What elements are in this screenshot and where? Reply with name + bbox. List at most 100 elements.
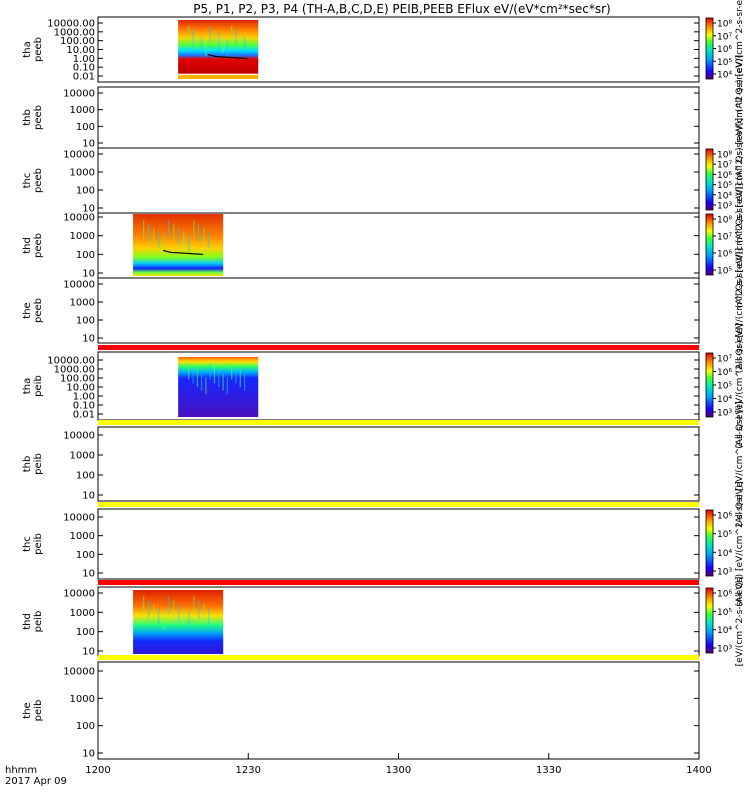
- spectrogram-streak: [178, 227, 180, 245]
- y-tick-label: 0.01: [73, 72, 95, 83]
- product-label: peib: [33, 453, 44, 475]
- y-tick-label: 1000: [70, 531, 95, 542]
- spectrogram-streak: [158, 231, 160, 249]
- y-tick-label: 10: [82, 749, 95, 760]
- y-tick-label: 10: [82, 269, 95, 280]
- y-tick-label: 10000.00: [47, 19, 95, 30]
- panel-label-3: thc peeb: [22, 168, 44, 193]
- spectrogram-streak: [143, 220, 145, 238]
- colorbar-tick-label: 10³: [717, 645, 732, 655]
- probe-label: the: [22, 302, 33, 318]
- y-tick-label: 10000: [63, 213, 95, 224]
- y-tick-label: 100.00: [60, 374, 95, 385]
- y-tick-label: 10000.00: [47, 356, 95, 367]
- y-tick-label: 10000: [63, 89, 95, 100]
- spectrogram-streak: [201, 36, 203, 54]
- probe-label: the: [22, 702, 33, 718]
- y-tick-label: 10: [82, 204, 95, 215]
- colorbar-label-7: (All Qs) [eV/(cm^2-s-sr-eV)]: [735, 401, 745, 526]
- y-tick-label: 1000: [70, 231, 95, 242]
- y-tick-label: 10000: [63, 280, 95, 291]
- product-label: peib: [33, 700, 44, 722]
- colorbar-tick-label: 10⁴: [717, 626, 732, 636]
- y-tick-label: 10000: [63, 513, 95, 524]
- figure-title: P5, P1, P2, P3, P4 (TH-A,B,C,D,E) PEIB,P…: [193, 2, 610, 16]
- colorbar-tick-label: 10⁵: [717, 608, 732, 618]
- spectrogram-streak: [203, 227, 205, 245]
- y-tick-label: 1000.00: [54, 365, 95, 376]
- strip-above-panel-8: [98, 502, 699, 507]
- spectrogram-streak: [231, 25, 233, 43]
- spectrogram-streak: [235, 366, 237, 384]
- spectrogram-streak: [235, 29, 237, 46]
- panel-frame-10: [97, 661, 700, 760]
- panel-label-1: tha peeb: [22, 37, 44, 62]
- spectrogram-streak: [205, 377, 207, 395]
- panel-label-2: thb peeb: [22, 105, 44, 130]
- product-label: peeb: [33, 233, 44, 258]
- y-tick-label: 0.10: [73, 63, 95, 74]
- spectrogram-streak: [213, 366, 216, 384]
- x-axis-label: hhmm: [5, 765, 37, 776]
- probe-label: thd: [22, 613, 33, 630]
- colorbar-label-2: (All Qs) [eV/(cm^2-s-sr-eV)]: [735, 55, 745, 180]
- product-label: peib: [33, 611, 44, 633]
- spectrogram-streak: [203, 604, 205, 622]
- spectrogram-streak: [148, 223, 150, 242]
- spectrogram-streak: [205, 40, 207, 57]
- y-tick-label: 100: [76, 721, 95, 732]
- y-tick-label: 1000: [70, 694, 95, 705]
- colorbar-tick-label: 10⁶: [717, 590, 732, 600]
- colorbar-label-text: (All Qs) [eV/(cm^2-s-sr-eV)]: [735, 481, 745, 606]
- spectrogram-streak: [163, 235, 165, 253]
- spectrogram-streak: [243, 373, 246, 391]
- probe-label: tha: [22, 378, 33, 394]
- colorbar-tick-label: 10⁸: [717, 216, 732, 226]
- probe-label: tha: [22, 41, 33, 57]
- spectrogram-streak: [188, 363, 190, 380]
- colorbar-tick-label: 10⁵: [717, 382, 732, 392]
- spectrogram-streak: [183, 231, 185, 249]
- spectrogram-streak: [198, 223, 200, 242]
- spectrogram-streak: [153, 604, 155, 622]
- spectrogram-streak: [213, 29, 216, 46]
- probe-label: thc: [22, 536, 33, 552]
- colorbar-tick-label: 10⁵: [717, 530, 732, 540]
- y-tick-label: 1000: [70, 105, 95, 116]
- spectrogram-streak: [239, 32, 241, 50]
- panel-frame-5: [97, 277, 700, 344]
- colorbar-label-1: (All Qs) [eV/(cm^2-s-sr-eV)]: [735, 0, 745, 112]
- spectrogram-streak: [226, 377, 228, 395]
- colorbar-tick-label: 10⁴: [717, 71, 732, 81]
- y-tick-label: 100: [76, 550, 95, 561]
- spectrogram-streak: [192, 366, 194, 384]
- spectrogram-streak: [193, 220, 195, 238]
- colorbar-tick-label: 10³: [717, 202, 732, 212]
- spectrogram-streak: [209, 25, 211, 43]
- y-tick-label: 10: [82, 334, 95, 345]
- x-axis-date: 2017 Apr 09: [5, 776, 67, 787]
- probe-label: thc: [22, 173, 33, 189]
- probe-label: thb: [22, 109, 33, 126]
- spectrogram-streak: [198, 600, 200, 619]
- x-tick-label: 1200: [85, 765, 110, 776]
- y-tick-label: 10: [82, 569, 95, 580]
- spectrogram-trace: [207, 53, 249, 60]
- y-tick-label: 1000: [70, 608, 95, 619]
- x-tick-label: 1400: [686, 765, 711, 776]
- spectrogram-streak: [188, 611, 190, 630]
- panel-label-8: thc peib: [22, 533, 44, 555]
- colorbar-label-5: (All Qs) [eV/(cm^2-s-sr-eV)]: [735, 248, 745, 373]
- product-label: peib: [33, 375, 44, 397]
- spectrogram-streak: [188, 25, 190, 43]
- spectrogram-streak: [196, 32, 198, 50]
- panel-label-5: the peeb: [22, 298, 44, 323]
- spectrogram-streak: [218, 370, 220, 387]
- colorbar-tick-label: 10⁶: [717, 368, 732, 378]
- strip-above-panel-6: [98, 345, 699, 350]
- colorbar-6: [705, 352, 714, 418]
- panel-frame-3: [97, 147, 700, 214]
- y-tick-label: 10.00: [66, 45, 95, 56]
- colorbar-9: [705, 587, 714, 654]
